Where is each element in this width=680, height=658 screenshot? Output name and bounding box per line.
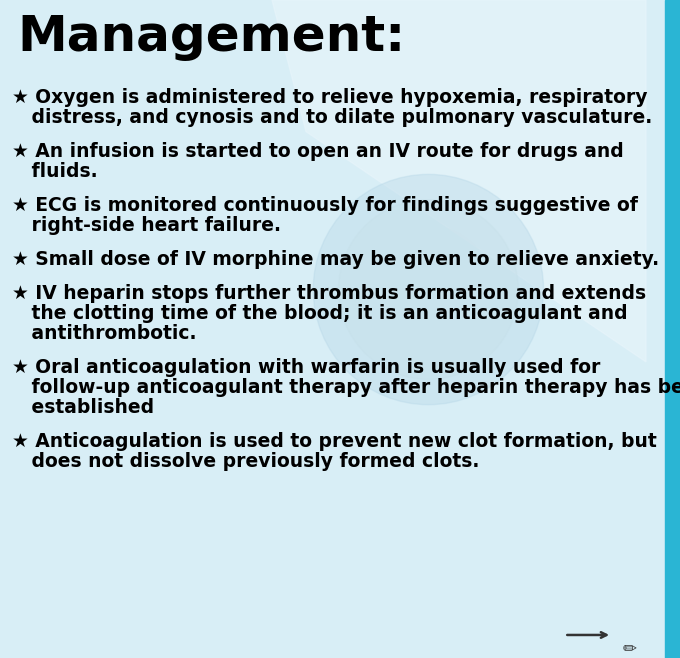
Text: ★ Oxygen is administered to relieve hypoxemia, respiratory: ★ Oxygen is administered to relieve hypo… xyxy=(12,88,647,107)
Circle shape xyxy=(313,174,543,405)
Text: ★ Oral anticoagulation with warfarin is usually used for: ★ Oral anticoagulation with warfarin is … xyxy=(12,358,600,377)
Circle shape xyxy=(365,226,492,353)
Text: Management:: Management: xyxy=(17,13,405,61)
Text: ★ ECG is monitored continuously for findings suggestive of: ★ ECG is monitored continuously for find… xyxy=(12,196,638,215)
Bar xyxy=(665,0,680,658)
Text: established: established xyxy=(12,398,154,417)
Circle shape xyxy=(339,200,518,379)
Text: the clotting time of the blood; it is an anticoagulant and: the clotting time of the blood; it is an… xyxy=(12,304,628,323)
Text: ★ IV heparin stops further thrombus formation and extends: ★ IV heparin stops further thrombus form… xyxy=(12,284,646,303)
Text: right-side heart failure.: right-side heart failure. xyxy=(12,216,281,235)
Text: does not dissolve previously formed clots.: does not dissolve previously formed clot… xyxy=(12,452,479,471)
Text: ★ An infusion is started to open an IV route for drugs and: ★ An infusion is started to open an IV r… xyxy=(12,142,624,161)
Text: ★ Small dose of IV morphine may be given to relieve anxiety.: ★ Small dose of IV morphine may be given… xyxy=(12,250,659,269)
Polygon shape xyxy=(272,0,646,362)
Text: distress, and cynosis and to dilate pulmonary vasculature.: distress, and cynosis and to dilate pulm… xyxy=(12,108,652,127)
Text: antithrombotic.: antithrombotic. xyxy=(12,324,197,343)
Text: ★ Anticoagulation is used to prevent new clot formation, but: ★ Anticoagulation is used to prevent new… xyxy=(12,432,657,451)
Text: ✏: ✏ xyxy=(622,640,636,657)
Text: fluids.: fluids. xyxy=(12,162,98,181)
Text: follow-up anticoagulant therapy after heparin therapy has been: follow-up anticoagulant therapy after he… xyxy=(12,378,680,397)
